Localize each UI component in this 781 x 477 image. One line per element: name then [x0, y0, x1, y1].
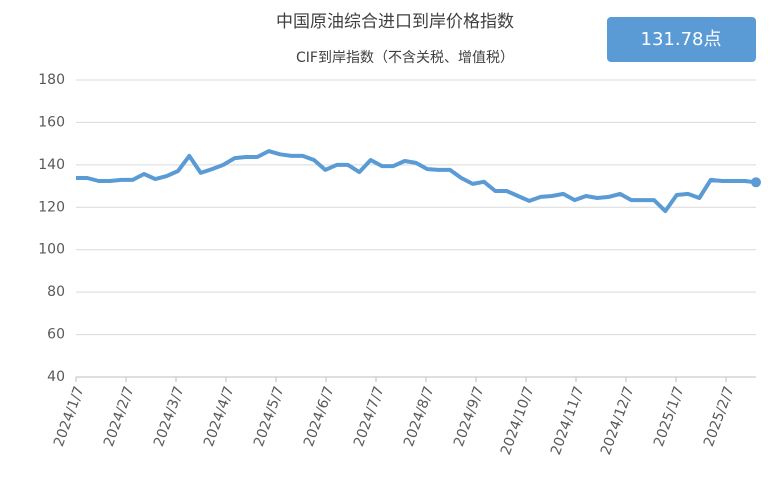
- y-tick-label: 140: [38, 157, 65, 173]
- last-point: [751, 177, 761, 188]
- value-badge: [607, 17, 756, 62]
- y-tick-label: 160: [38, 114, 65, 130]
- y-tick-label: 80: [47, 284, 65, 300]
- y-tick-label: 120: [38, 199, 65, 215]
- y-tick-label: 180: [38, 72, 65, 88]
- y-tick-label: 100: [38, 242, 65, 258]
- chart-subtitle: CIF到岸指数（不含关税、增值税）: [296, 50, 514, 66]
- badge-label: 131.78点: [641, 29, 722, 50]
- line-series: [76, 149, 757, 214]
- y-tick-label: 60: [47, 327, 65, 343]
- chart-title: 中国原油综合进口到岸价格指数: [276, 12, 514, 32]
- y-tick-label: 40: [47, 369, 65, 385]
